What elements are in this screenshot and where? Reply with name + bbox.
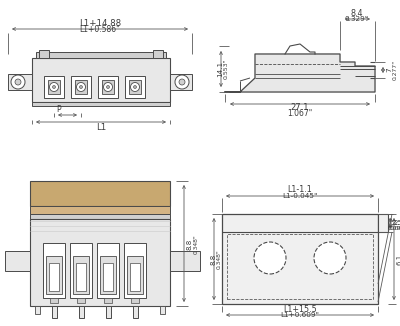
Bar — [30, 219, 170, 306]
Bar — [32, 58, 170, 102]
Circle shape — [254, 242, 286, 274]
Bar — [170, 74, 192, 90]
Bar — [129, 80, 141, 94]
Bar — [43, 243, 65, 298]
Bar — [73, 256, 89, 294]
Text: L1+15.5: L1+15.5 — [283, 304, 317, 314]
Bar — [100, 256, 116, 294]
Text: 8.4: 8.4 — [351, 9, 363, 19]
Bar — [30, 214, 170, 219]
Circle shape — [106, 85, 110, 88]
Text: 1.067": 1.067" — [287, 110, 313, 118]
Bar — [50, 298, 58, 303]
Circle shape — [314, 242, 346, 274]
Bar — [49, 263, 59, 291]
Text: 2.5: 2.5 — [394, 220, 400, 226]
Text: 0.277": 0.277" — [392, 60, 398, 80]
Bar — [46, 256, 62, 294]
Bar — [30, 206, 170, 214]
Bar — [75, 80, 87, 94]
Bar — [153, 50, 163, 58]
Text: L1+14.88: L1+14.88 — [79, 20, 121, 28]
Bar — [127, 256, 143, 294]
Bar — [124, 243, 146, 298]
Circle shape — [50, 82, 58, 92]
Bar — [77, 298, 85, 303]
Text: 6.1: 6.1 — [396, 253, 400, 265]
Text: 0.096": 0.096" — [389, 227, 400, 231]
Circle shape — [134, 85, 136, 88]
Bar — [130, 263, 140, 291]
Bar — [97, 243, 119, 298]
Bar — [5, 251, 30, 271]
Bar — [170, 251, 200, 271]
Text: 0.348": 0.348" — [194, 234, 198, 254]
Bar — [102, 80, 114, 94]
Text: P: P — [57, 105, 61, 113]
Bar — [30, 181, 170, 206]
Circle shape — [80, 85, 82, 88]
Bar — [125, 76, 145, 98]
Circle shape — [175, 75, 189, 89]
Bar — [8, 74, 32, 90]
Bar — [44, 76, 64, 98]
Text: L1+0.609": L1+0.609" — [280, 312, 320, 318]
Circle shape — [104, 82, 112, 92]
Text: 14.1: 14.1 — [217, 61, 223, 77]
Text: 0.553": 0.553" — [224, 59, 228, 79]
Bar — [132, 306, 138, 318]
Polygon shape — [225, 54, 375, 92]
Text: 7: 7 — [386, 68, 392, 72]
Bar — [222, 214, 378, 304]
Bar — [48, 80, 60, 94]
Text: 2.5: 2.5 — [392, 220, 400, 226]
Bar — [98, 76, 118, 98]
Text: L1: L1 — [96, 124, 106, 132]
Text: L1+0.586": L1+0.586" — [80, 24, 120, 34]
Bar — [36, 52, 166, 58]
Bar — [104, 298, 112, 303]
Text: L1-1.1: L1-1.1 — [288, 185, 312, 195]
Bar — [106, 306, 110, 318]
Circle shape — [130, 82, 140, 92]
Bar — [71, 76, 91, 98]
Bar — [32, 102, 170, 106]
Text: 0.329": 0.329" — [345, 16, 369, 22]
Bar — [160, 306, 165, 314]
Bar — [378, 214, 388, 232]
Text: 8.8: 8.8 — [210, 253, 216, 265]
Circle shape — [52, 85, 56, 88]
Text: 8.8: 8.8 — [187, 238, 193, 250]
Text: L1-0.045": L1-0.045" — [282, 193, 318, 199]
Text: 0.096": 0.096" — [387, 227, 400, 231]
Bar — [76, 263, 86, 291]
Circle shape — [76, 82, 86, 92]
Bar — [103, 263, 113, 291]
Text: 27.1: 27.1 — [291, 103, 309, 112]
Bar — [227, 234, 373, 299]
Bar — [35, 306, 40, 314]
Bar — [39, 50, 49, 58]
Circle shape — [15, 79, 21, 85]
Circle shape — [11, 75, 25, 89]
Bar — [78, 306, 84, 318]
Bar — [52, 306, 56, 318]
Bar — [70, 243, 92, 298]
Text: 0.348": 0.348" — [216, 249, 222, 269]
Circle shape — [179, 79, 185, 85]
Bar — [131, 298, 139, 303]
